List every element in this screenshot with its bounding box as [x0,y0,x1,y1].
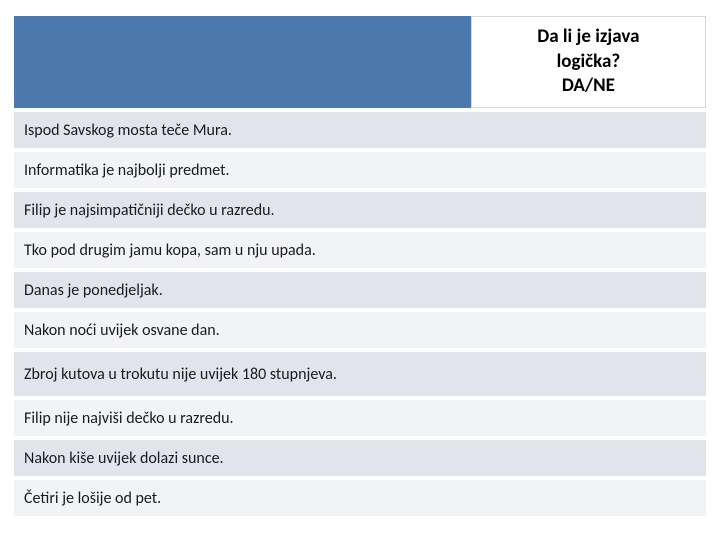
answer-cell [471,272,706,308]
answer-cell [471,400,706,436]
answer-cell [471,480,706,516]
statement-cell: Nakon noći uvijek osvane dan. [14,312,471,348]
answer-cell [471,112,706,148]
answer-cell [471,312,706,348]
table-row: Četiri je lošije od pet. [14,480,706,516]
answer-cell [471,232,706,268]
table-row: Nakon kiše uvijek dolazi sunce. [14,440,706,476]
statement-cell: Četiri je lošije od pet. [14,480,471,516]
statement-cell: Filip nije najviši dečko u razredu. [14,400,471,436]
header-left-cell [14,16,471,108]
table-row: Filip je najsimpatičniji dečko u razredu… [14,192,706,228]
table-row: Zbroj kutova u trokutu nije uvijek 180 s… [14,352,706,396]
answer-cell [471,440,706,476]
table-header-row: Da li je izjava logička? DA/NE [14,16,706,108]
table-row: Tko pod drugim jamu kopa, sam u nju upad… [14,232,706,268]
statement-cell: Zbroj kutova u trokutu nije uvijek 180 s… [14,352,471,396]
table-row: Danas je ponedjeljak. [14,272,706,308]
statement-cell: Ispod Savskog mosta teče Mura. [14,112,471,148]
header-line-3: DA/NE [478,74,699,99]
header-line-1: Da li je izjava [478,25,699,50]
statement-cell: Informatika je najbolji predmet. [14,152,471,188]
statement-cell: Tko pod drugim jamu kopa, sam u nju upad… [14,232,471,268]
statement-cell: Filip je najsimpatičniji dečko u razredu… [14,192,471,228]
header-right-cell: Da li je izjava logička? DA/NE [471,16,706,108]
statement-cell: Danas je ponedjeljak. [14,272,471,308]
table-row: Filip nije najviši dečko u razredu. [14,400,706,436]
table-row: Ispod Savskog mosta teče Mura. [14,112,706,148]
answer-cell [471,192,706,228]
statements-table: Da li je izjava logička? DA/NE Ispod Sav… [14,12,706,520]
table-row: Informatika je najbolji predmet. [14,152,706,188]
table-row: Nakon noći uvijek osvane dan. [14,312,706,348]
answer-cell [471,352,706,396]
answer-cell [471,152,706,188]
statement-cell: Nakon kiše uvijek dolazi sunce. [14,440,471,476]
header-line-2: logička? [478,50,699,75]
